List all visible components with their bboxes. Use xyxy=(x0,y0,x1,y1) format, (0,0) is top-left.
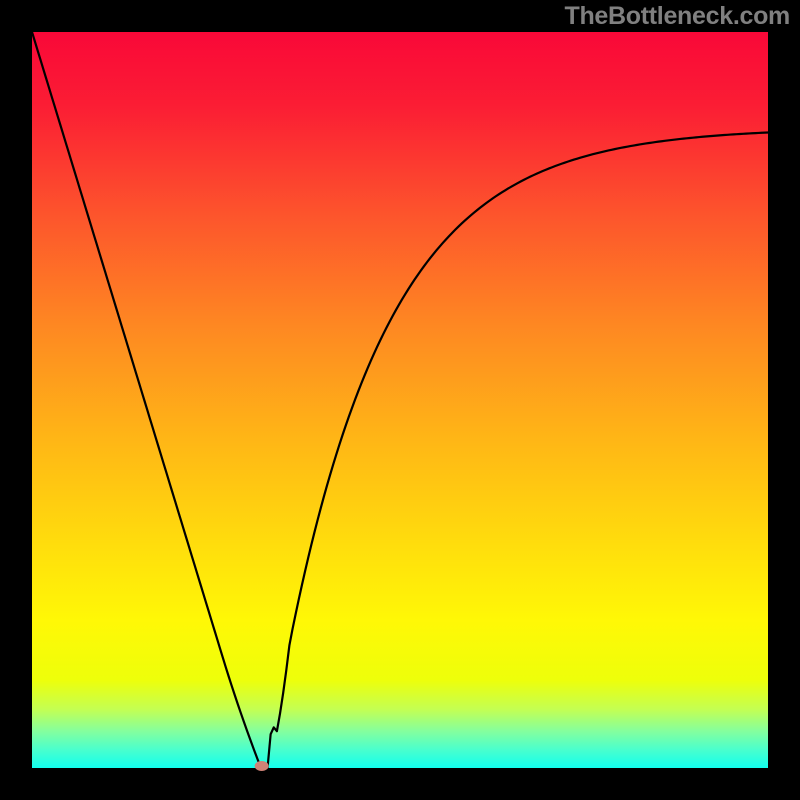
chart-svg xyxy=(0,0,800,800)
watermark-text: TheBottleneck.com xyxy=(564,2,790,31)
optimum-marker xyxy=(255,761,269,771)
chart-container: TheBottleneck.com xyxy=(0,0,800,800)
